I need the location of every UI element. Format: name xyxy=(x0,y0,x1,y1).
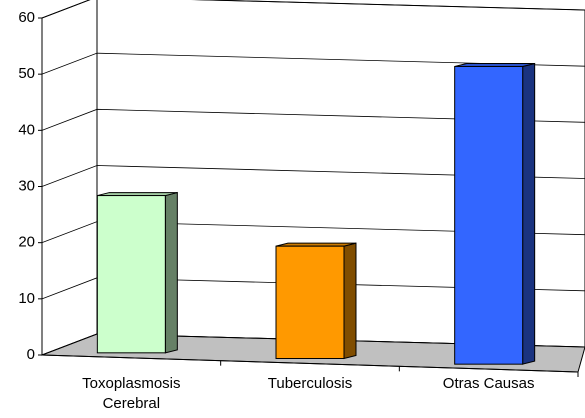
bar xyxy=(275,245,345,360)
y-tick-label: 50 xyxy=(18,65,35,82)
x-tick-label: Otras Causas xyxy=(442,375,535,392)
y-tick-label: 0 xyxy=(27,346,35,363)
y-tick-label: 10 xyxy=(18,290,35,307)
grid-line xyxy=(41,165,585,187)
grid-line xyxy=(41,0,585,19)
grid-line xyxy=(41,108,585,131)
grid-line xyxy=(41,52,585,75)
x-tick-label: Tuberculosis xyxy=(267,375,353,392)
y-tick-label: 40 xyxy=(18,121,35,138)
bar xyxy=(454,65,524,365)
y-tick-label: 30 xyxy=(18,177,35,194)
bar-side xyxy=(522,62,536,365)
side-wall xyxy=(41,0,98,356)
x-tick-label: Toxoplasmosis Cerebral xyxy=(82,375,181,412)
y-tick-label: 60 xyxy=(18,9,35,26)
bar-side xyxy=(164,191,178,354)
bar-side xyxy=(343,242,357,360)
y-tick-label: 20 xyxy=(18,234,35,251)
x-axis xyxy=(41,354,579,373)
bar xyxy=(96,195,166,354)
